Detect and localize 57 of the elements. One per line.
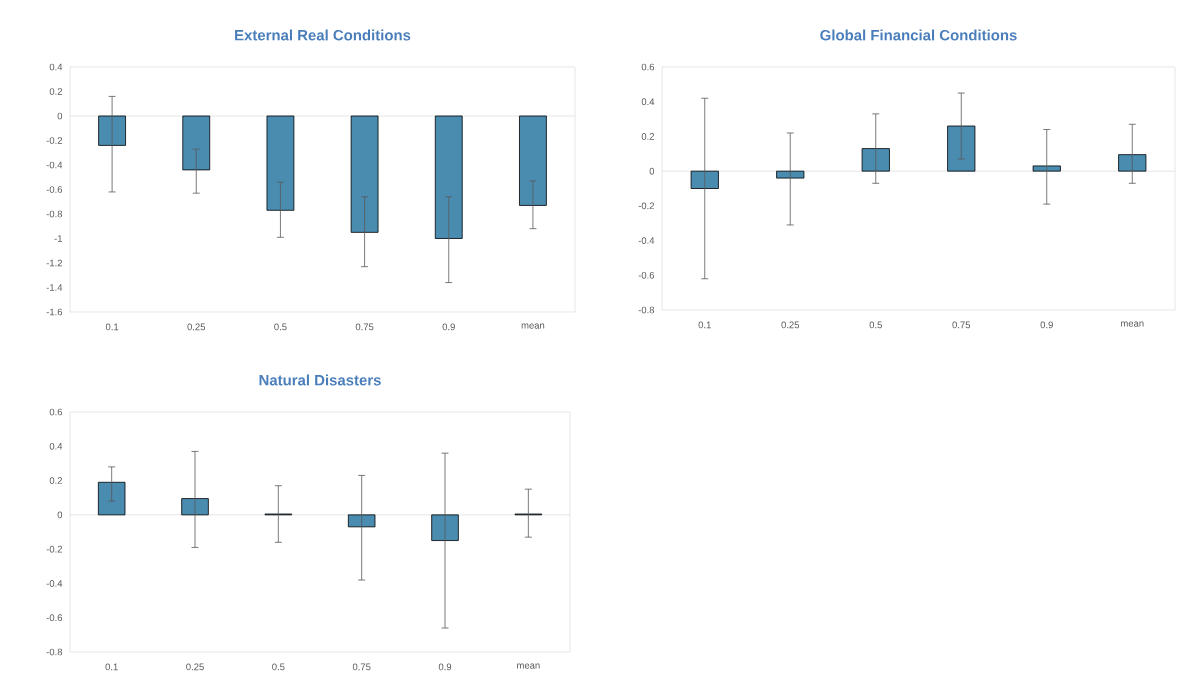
x-tick-label: 0.75 [952,321,971,329]
x-tick-label: 0.9 [1040,321,1053,329]
y-tick-label: -0.8 [46,648,63,656]
bar [97,481,126,516]
x-tick-label: mean [1121,321,1144,327]
y-tick-label: -1 [54,235,63,242]
x-tick-label: 0.1 [105,323,119,331]
y-tick-label: -0.2 [46,137,63,144]
y-tick-label: 0.6 [49,408,63,416]
x-tick-label: 0.5 [869,321,882,329]
x-tick-label: mean [517,663,540,669]
x-tick-label: 0.25 [781,321,800,329]
x-tick-label: 0.25 [186,663,204,671]
y-tick-label: -1.6 [46,308,63,316]
y-tick-label: 0.2 [641,133,655,140]
x-tick-label: 0.5 [272,663,285,671]
y-tick-label: -0.8 [46,210,63,218]
bar [1118,154,1147,172]
y-tick-label: 0.2 [49,477,63,484]
x-tick-label: 0.9 [438,663,452,671]
y-tick-label: -0.6 [46,186,63,193]
x-tick-label: 0.1 [105,663,118,671]
y-tick-label: 0.4 [641,98,655,106]
x-tick-label: 0.1 [698,321,711,329]
chart-title: Global Financial Conditions [820,29,1017,41]
x-tick-label: 0.9 [442,323,455,331]
x-tick-label: 0.75 [352,663,371,671]
y-tick-label: -0.8 [638,306,655,314]
bar [1032,165,1061,172]
bar [861,148,890,172]
y-tick-label: 0.4 [49,63,63,71]
bar [947,125,976,172]
x-tick-label: 0.75 [355,323,374,331]
y-tick-label: -1.2 [46,259,63,267]
y-tick-label: -0.4 [638,237,655,244]
y-tick-label: -0.2 [46,545,63,553]
bar [347,514,376,528]
y-tick-label: -0.6 [46,614,63,622]
y-tick-label: -0.4 [46,580,63,587]
bar [690,170,719,189]
bar [431,514,459,541]
y-tick-label: 0.2 [49,88,63,95]
x-tick-label: mean [521,323,545,329]
y-tick-label: -1.4 [46,284,63,291]
y-tick-label: 0 [57,511,63,519]
y-tick-label: 0.4 [49,442,63,450]
y-tick-label: 0.6 [641,63,655,71]
chart-title: Natural Disasters [259,374,381,386]
y-tick-label: 0 [57,112,63,120]
y-tick-label: -0.4 [46,161,63,169]
bar [776,170,805,179]
x-tick-label: 0.5 [274,323,287,331]
y-tick-label: 0 [649,167,655,175]
y-tick-label: -0.6 [638,271,655,279]
chart-title: External Real Conditions [235,29,411,41]
x-tick-label: 0.25 [187,323,206,331]
y-tick-label: -0.2 [638,202,655,210]
